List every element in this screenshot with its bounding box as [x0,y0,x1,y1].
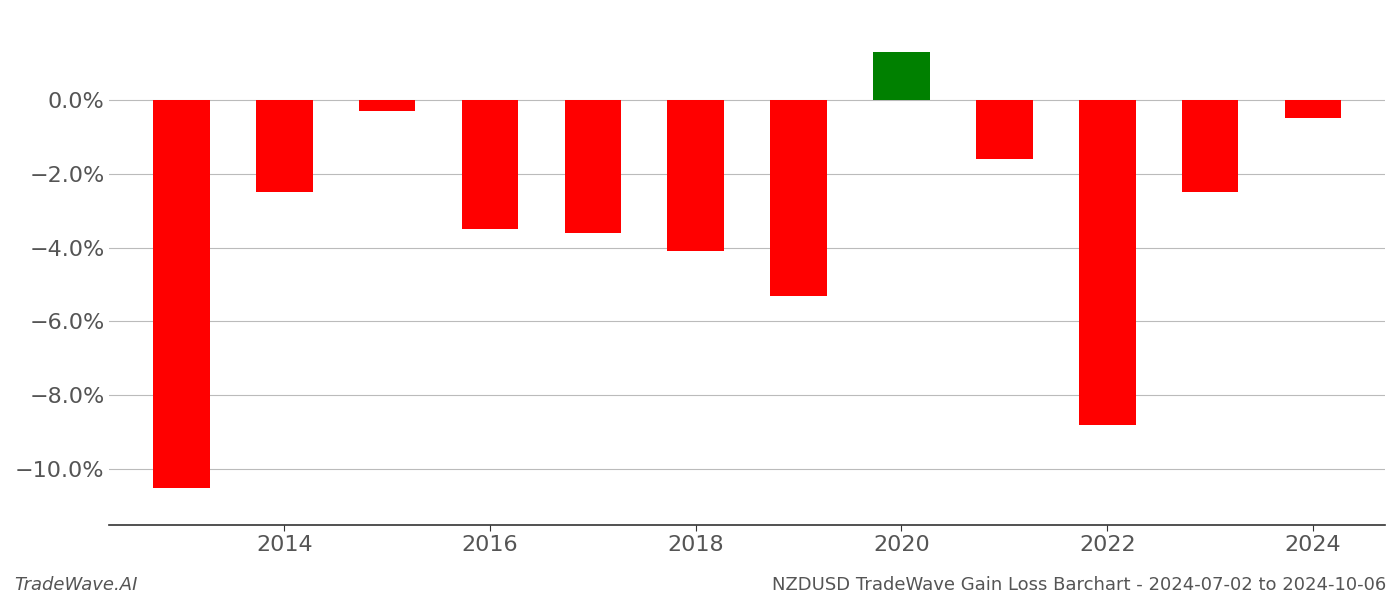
Text: TradeWave.AI: TradeWave.AI [14,576,137,594]
Bar [770,100,827,296]
Bar [1182,100,1239,192]
Bar [1079,100,1135,425]
Bar [256,100,312,192]
Bar [874,52,930,100]
Bar [1285,100,1341,118]
Bar [153,100,210,488]
Bar [462,100,518,229]
Bar [668,100,724,251]
Bar [564,100,622,233]
Bar [358,100,416,111]
Text: NZDUSD TradeWave Gain Loss Barchart - 2024-07-02 to 2024-10-06: NZDUSD TradeWave Gain Loss Barchart - 20… [771,576,1386,594]
Bar [976,100,1033,159]
